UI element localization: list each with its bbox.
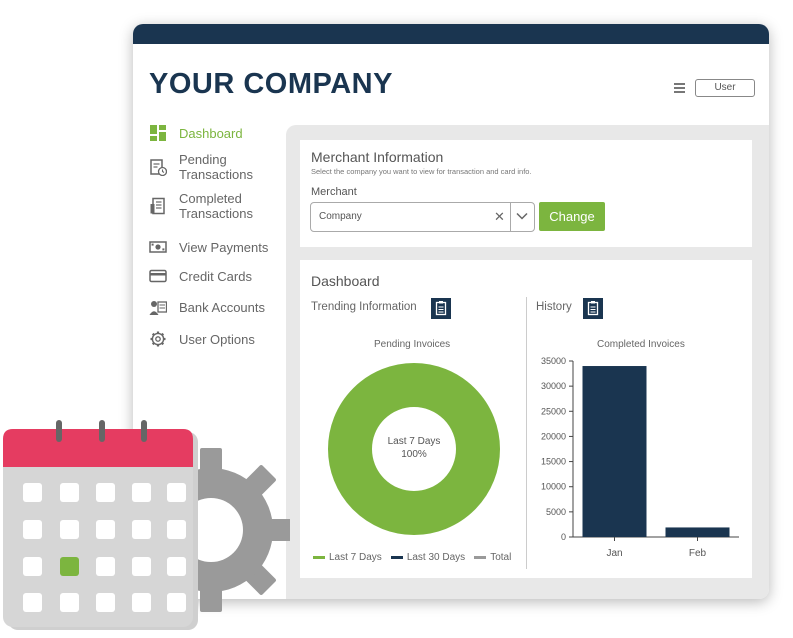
y-tick-label: 20000 <box>541 431 566 441</box>
user-button[interactable]: User <box>695 79 755 97</box>
calendar-illustration <box>3 420 290 630</box>
sidebar-item-label: Dashboard <box>179 125 243 141</box>
legend-item-last-30-days[interactable]: Last 30 Days <box>390 552 466 563</box>
change-button[interactable]: Change <box>539 202 605 231</box>
legend-swatch <box>474 556 487 559</box>
x-tick-label: Feb <box>689 548 707 559</box>
merchant-information-card: Merchant Information Select the company … <box>300 140 752 247</box>
hamburger-menu-icon[interactable] <box>674 83 685 95</box>
y-tick-label: 10000 <box>541 482 566 492</box>
dashboard-title: Dashboard <box>311 273 380 289</box>
donut-slice <box>328 363 500 535</box>
y-tick-label: 35000 <box>541 356 566 366</box>
history-label: History <box>536 301 572 313</box>
chevron-down-icon[interactable] <box>516 212 528 220</box>
gear-icon <box>150 331 166 347</box>
sidebar-item-label: Credit Cards <box>179 268 252 284</box>
calendar-icon <box>3 420 198 630</box>
legend-label: Last 30 Days <box>406 552 466 563</box>
clipboard-icon[interactable] <box>431 298 451 319</box>
bar-chart-title: Completed Invoices <box>597 339 685 350</box>
merchant-select[interactable]: Company ✕ <box>310 202 535 232</box>
legend-item-last-7-days[interactable]: Last 7 Days <box>313 552 382 563</box>
donut-center-line-1: Last 7 Days <box>387 436 441 447</box>
bank-accounts-icon <box>149 301 167 315</box>
clipboard-icon[interactable] <box>583 298 603 319</box>
legend-swatch <box>313 556 325 559</box>
merchant-card-title: Merchant Information <box>311 149 444 165</box>
pending-invoices-donut-chart <box>328 363 500 535</box>
sidebar-item-completed-transactions[interactable]: Completed Transactions <box>149 191 289 221</box>
company-logo: YOUR COMPANY <box>149 68 393 100</box>
app-window: YOUR COMPANY User Dashboard Pending Tran… <box>133 24 769 599</box>
y-tick-label: 0 <box>561 532 566 542</box>
bar-feb <box>665 527 730 537</box>
main-content: Merchant Information Select the company … <box>286 125 769 599</box>
credit-card-icon <box>149 269 167 283</box>
y-tick-label: 5000 <box>546 507 566 517</box>
bar-jan <box>582 366 647 537</box>
legend-label: Total <box>490 552 512 563</box>
legend-item-total[interactable]: Total <box>474 552 511 563</box>
merchant-select-value: Company <box>319 211 362 222</box>
legend-label: Last 7 Days <box>329 552 382 563</box>
completed-transactions-icon <box>150 197 165 215</box>
title-bar <box>133 24 769 44</box>
legend-swatch <box>390 556 403 559</box>
trending-information-label: Trending Information <box>311 301 417 313</box>
sidebar-item-view-payments[interactable]: View Payments <box>149 238 289 256</box>
clear-x-icon[interactable]: ✕ <box>494 209 505 224</box>
sidebar-item-user-options[interactable]: User Options <box>149 330 289 348</box>
sidebar-item-pending-transactions[interactable]: Pending Transactions <box>149 152 289 182</box>
donut-center-line-2: 100% <box>401 449 427 460</box>
sidebar-item-dashboard[interactable]: Dashboard <box>149 124 289 142</box>
sidebar-item-label: Pending Transactions <box>179 152 253 182</box>
merchant-field-label: Merchant <box>311 186 357 198</box>
completed-invoices-bar-chart: 0 5000 10000 15000 20000 25000 30000 35000 Jan Fe… <box>541 356 739 559</box>
sidebar-item-bank-accounts[interactable]: Bank Accounts <box>149 298 289 316</box>
sidebar-item-label: User Options <box>179 331 255 347</box>
y-tick-label: 15000 <box>541 457 566 467</box>
payments-icon <box>149 241 167 253</box>
merchant-card-subtitle: Select the company you want to view for … <box>311 167 532 176</box>
sidebar-item-label: Completed Transactions <box>179 191 253 221</box>
select-divider <box>510 203 511 231</box>
y-tick-label: 25000 <box>541 406 566 416</box>
pending-transactions-icon <box>150 159 167 176</box>
y-tick-label: 30000 <box>541 381 566 391</box>
dashboard-card: Dashboard Trending Information History P… <box>300 260 752 578</box>
x-tick-label: Jan <box>606 548 622 559</box>
donut-legend: Last 7 Days Last 30 Days Total <box>313 552 511 563</box>
sidebar-item-label: View Payments <box>179 239 269 255</box>
dashboard-icon <box>150 125 166 141</box>
sidebar-item-label: Bank Accounts <box>179 299 265 315</box>
donut-chart-title: Pending Invoices <box>374 339 451 350</box>
section-divider <box>526 297 527 569</box>
sidebar-item-credit-cards[interactable]: Credit Cards <box>149 267 289 285</box>
